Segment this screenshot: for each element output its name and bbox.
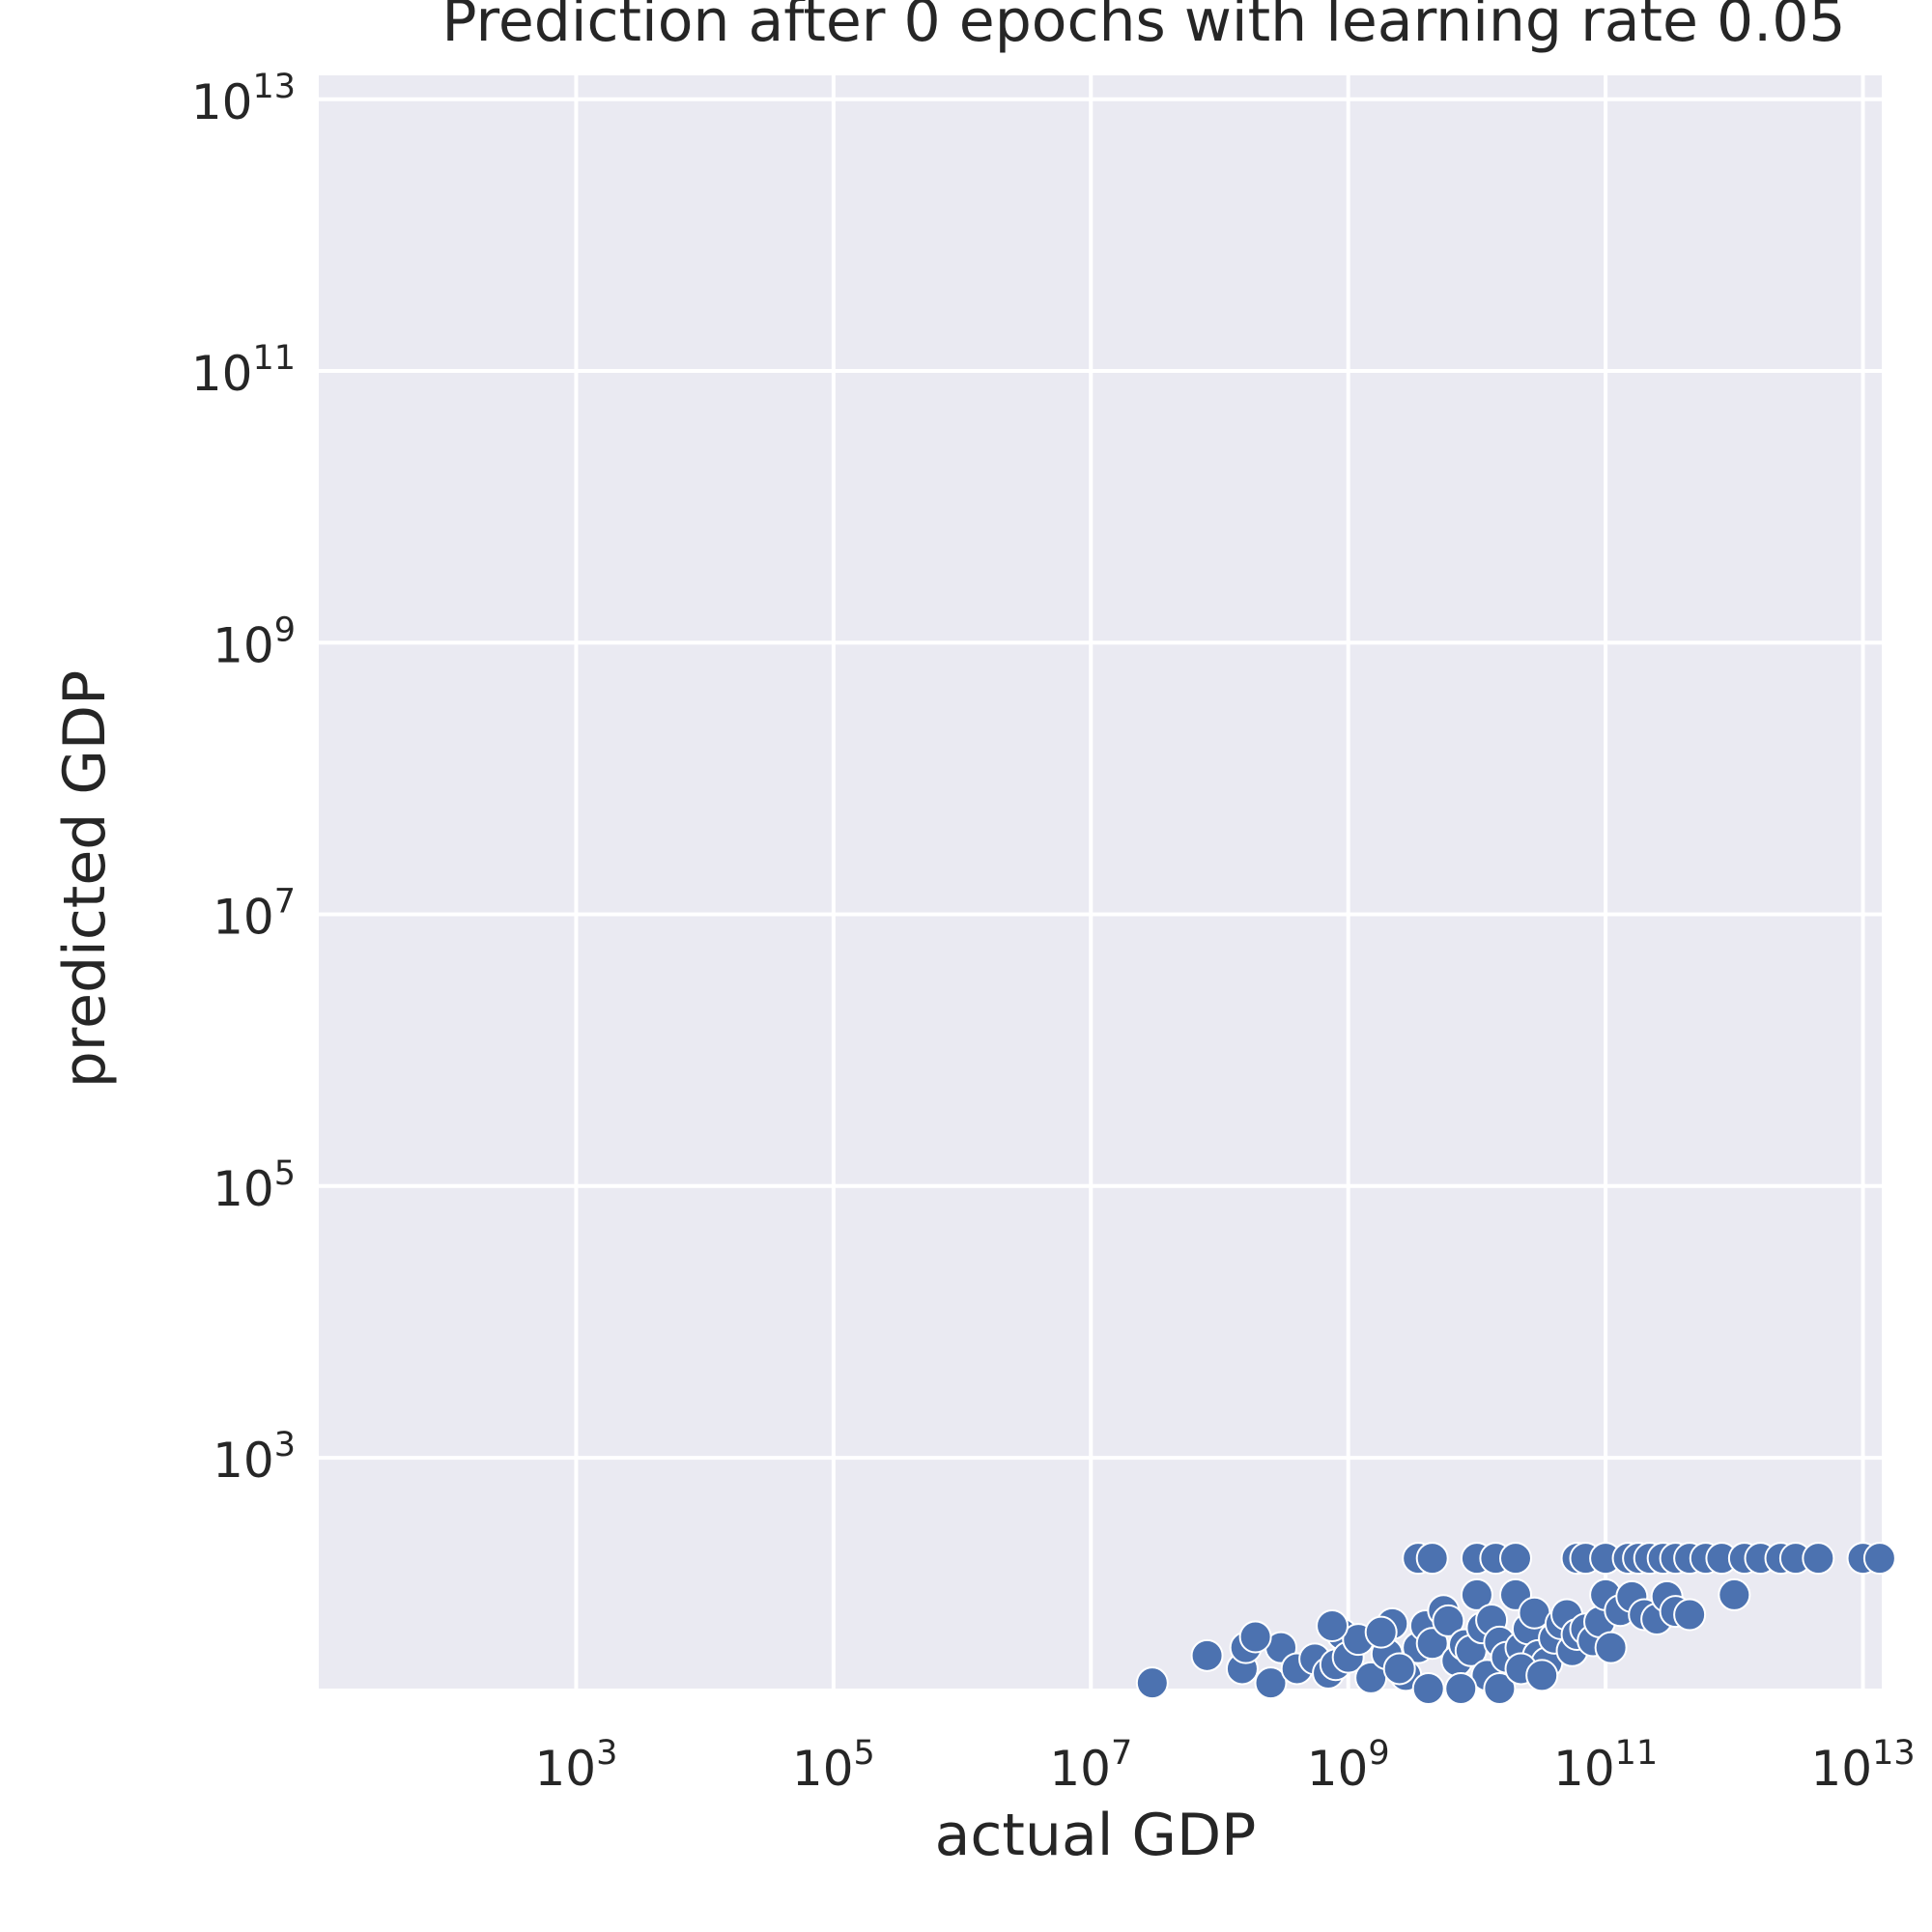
x-gridlines — [574, 75, 1865, 1689]
data-point — [1525, 1659, 1559, 1692]
x-tick-labels: 103 105 107 109 1011 1013 — [534, 1734, 1915, 1797]
x-axis-label: actual GDP — [935, 1802, 1257, 1869]
data-point — [1415, 1542, 1449, 1576]
data-point — [1411, 1672, 1445, 1705]
data-point — [1254, 1666, 1288, 1700]
data-point — [1316, 1608, 1350, 1642]
y-tick-label: 105 — [213, 1154, 296, 1217]
data-point — [1594, 1631, 1628, 1664]
data-point — [1802, 1542, 1835, 1576]
y-tick-label: 103 — [213, 1426, 296, 1489]
x-tick-label: 107 — [1049, 1734, 1132, 1797]
x-tick-label: 1011 — [1553, 1734, 1658, 1797]
data-point — [1862, 1542, 1896, 1576]
data-point — [1190, 1638, 1224, 1672]
y-axis-label: predicted GDP — [51, 670, 119, 1089]
data-point — [1364, 1615, 1398, 1649]
data-point — [1718, 1577, 1751, 1611]
data-point — [1432, 1604, 1465, 1637]
x-tick-label: 109 — [1307, 1734, 1390, 1797]
plot-background — [319, 75, 1882, 1689]
y-tick-label: 1013 — [191, 68, 296, 130]
x-tick-label: 105 — [792, 1734, 875, 1797]
y-tick-label: 107 — [213, 883, 296, 946]
data-points — [1135, 1542, 1896, 1705]
data-point — [1673, 1598, 1707, 1632]
data-point — [1135, 1666, 1169, 1700]
y-tick-label: 109 — [213, 611, 296, 673]
data-point — [1444, 1672, 1478, 1705]
x-tick-label: 1013 — [1810, 1734, 1915, 1797]
data-point — [1499, 1542, 1533, 1576]
data-point — [1483, 1672, 1517, 1705]
data-point — [1460, 1577, 1493, 1611]
y-tick-labels: 103 105 107 109 1011 1013 — [191, 68, 296, 1489]
y-tick-label: 1011 — [191, 339, 296, 402]
data-point — [1415, 1627, 1449, 1661]
data-point — [1382, 1652, 1416, 1686]
data-point — [1238, 1620, 1272, 1654]
y-gridlines — [319, 97, 1882, 1461]
chart-title: Prediction after 0 epochs with learning … — [441, 0, 1845, 55]
x-tick-label: 103 — [534, 1734, 617, 1797]
